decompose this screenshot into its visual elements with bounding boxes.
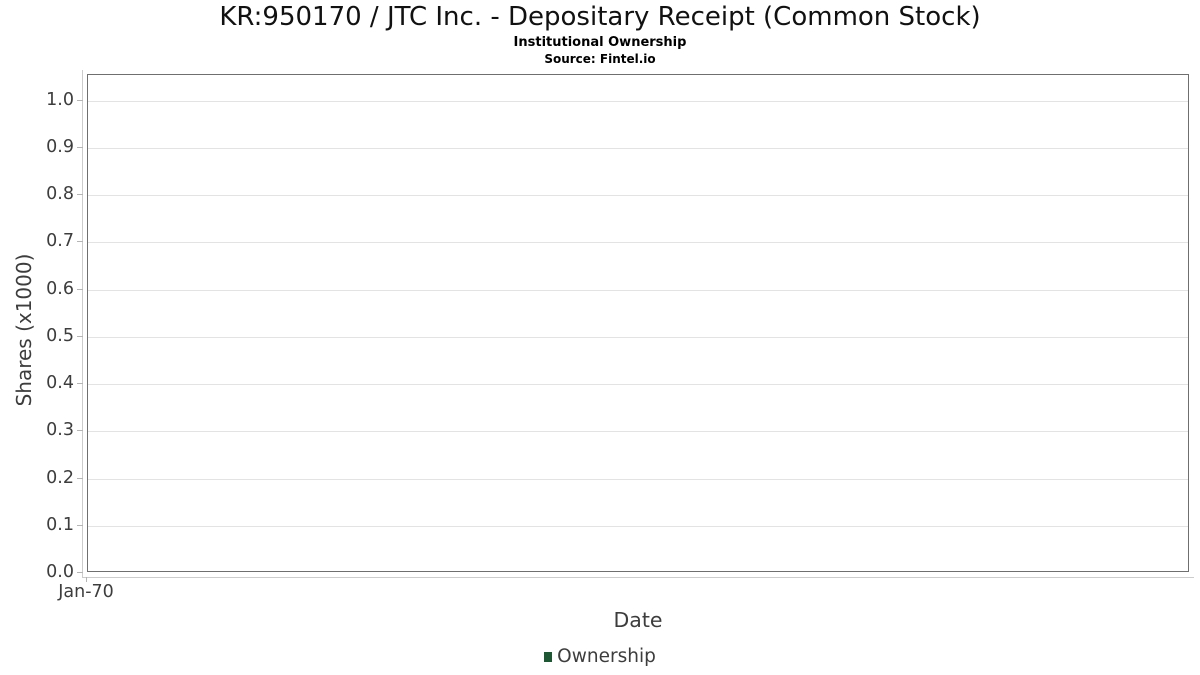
y-gridline	[88, 195, 1188, 196]
chart-subtitle: Institutional Ownership	[513, 35, 687, 50]
y-tick-label: 0.2	[46, 467, 74, 488]
y-gridline	[88, 242, 1188, 244]
y-tick-mark	[77, 335, 83, 337]
x-tick-label: Jan-70	[58, 582, 114, 602]
y-tick-label: 0.9	[46, 136, 74, 157]
legend-label: Ownership	[557, 646, 656, 667]
y-tick-mark	[77, 524, 83, 526]
y-tick-label: 0.4	[46, 373, 74, 393]
y-gridline	[88, 384, 1188, 385]
y-tick-label: 0.3	[46, 420, 74, 441]
y-tick-mark	[77, 99, 83, 101]
y-tick-label: 0.7	[46, 231, 74, 252]
y-tick-label: 0.5	[46, 325, 74, 346]
y-gridline	[88, 431, 1188, 433]
y-tick-label: 0.1	[46, 514, 74, 535]
legend: Ownership	[0, 645, 1200, 669]
y-gridline	[88, 525, 1188, 527]
x-axis-title: Date	[613, 608, 663, 632]
y-tick-mark	[77, 430, 83, 432]
y-tick-mark	[77, 572, 83, 573]
chart-source-line: Source: Fintel.io	[544, 52, 656, 66]
chart-title: KR:950170 / JTC Inc. - Depositary Receip…	[219, 2, 981, 32]
y-tick-mark	[77, 477, 83, 479]
y-gridline	[88, 289, 1188, 291]
y-tick-mark	[77, 383, 83, 384]
y-tick-mark	[77, 194, 83, 195]
x-tick-mark	[86, 577, 87, 582]
y-tick-label: 0.0	[46, 562, 74, 582]
y-tick-mark	[77, 241, 83, 243]
y-axis-line	[82, 70, 83, 578]
legend-swatch	[544, 652, 553, 662]
y-gridline	[88, 336, 1188, 338]
y-gridline	[88, 147, 1188, 149]
y-tick-label: 0.6	[46, 278, 74, 299]
y-tick-mark	[77, 146, 83, 148]
plot-area	[87, 74, 1189, 572]
y-tick-label: 1.0	[46, 89, 74, 110]
y-tick-label: 0.8	[46, 184, 74, 204]
y-gridline	[88, 478, 1188, 480]
x-axis-line	[82, 577, 1194, 578]
y-gridline	[88, 100, 1188, 102]
y-tick-mark	[77, 288, 83, 290]
